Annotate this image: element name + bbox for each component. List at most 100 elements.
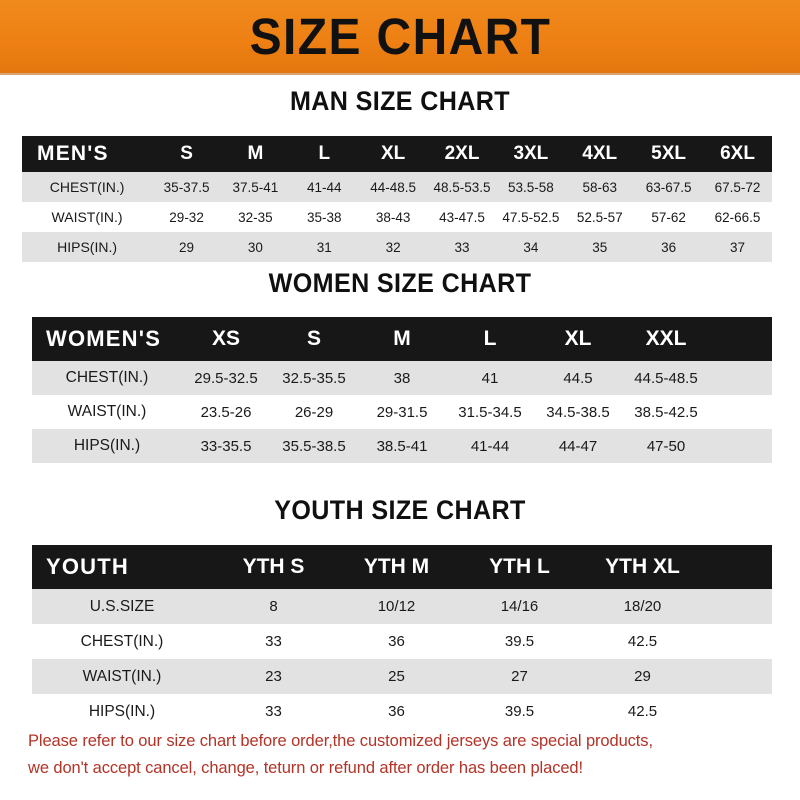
table-row: CHEST(IN.) 29.5-32.5 32.5-35.5 38 41 44.… — [32, 361, 772, 395]
column-header: L — [446, 317, 534, 361]
women-section-title: WOMEN SIZE CHART — [268, 268, 532, 298]
men-header-label: MEN'S — [22, 136, 153, 172]
table-row: WAIST(IN.) 23 25 27 29 — [32, 659, 772, 694]
cell: 41-44 — [446, 429, 534, 463]
cell: 25 — [335, 659, 458, 694]
column-header: M — [221, 136, 290, 172]
row-label: HIPS(IN.) — [32, 429, 182, 463]
table-row: WAIST(IN.) 29-32 32-35 35-38 38-43 43-47… — [22, 202, 772, 232]
column-header: YTH S — [212, 545, 335, 589]
cell: 39.5 — [458, 694, 581, 729]
cell: 23 — [212, 659, 335, 694]
cell-spacer — [710, 395, 772, 429]
table-row: HIPS(IN.) 33-35.5 35.5-38.5 38.5-41 41-4… — [32, 429, 772, 463]
cell: 32.5-35.5 — [270, 361, 358, 395]
row-label: CHEST(IN.) — [32, 624, 212, 659]
cell: 8 — [212, 589, 335, 624]
row-label: HIPS(IN.) — [32, 694, 212, 729]
cell: 42.5 — [581, 624, 704, 659]
cell: 37.5-41 — [221, 172, 290, 202]
column-header: XS — [182, 317, 270, 361]
column-header: XXL — [622, 317, 710, 361]
cell: 38.5-41 — [358, 429, 446, 463]
cell: 26-29 — [270, 395, 358, 429]
youth-size-table: YOUTH YTH S YTH M YTH L YTH XL U.S.SIZE … — [32, 545, 772, 729]
cell-spacer — [704, 659, 772, 694]
column-spacer — [704, 545, 772, 589]
cell: 27 — [458, 659, 581, 694]
cell: 41 — [446, 361, 534, 395]
cell: 30 — [221, 232, 290, 262]
banner-divider — [0, 73, 800, 75]
column-header: XL — [358, 136, 428, 172]
column-spacer — [710, 317, 772, 361]
banner: SIZE CHART — [0, 0, 800, 73]
cell: 36 — [335, 694, 458, 729]
cell: 52.5-57 — [565, 202, 635, 232]
cell: 32 — [358, 232, 428, 262]
row-label: WAIST(IN.) — [22, 202, 153, 232]
cell: 48.5-53.5 — [427, 172, 497, 202]
cell: 29 — [581, 659, 704, 694]
table-row: HIPS(IN.) 29 30 31 32 33 34 35 36 37 — [22, 232, 772, 262]
cell: 33 — [427, 232, 497, 262]
cell: 41-44 — [289, 172, 359, 202]
cell: 44-48.5 — [358, 172, 428, 202]
order-notice-line-1: Please refer to our size chart before or… — [28, 732, 653, 750]
cell: 18/20 — [581, 589, 704, 624]
row-label: CHEST(IN.) — [22, 172, 153, 202]
cell: 62-66.5 — [703, 202, 772, 232]
cell: 58-63 — [565, 172, 635, 202]
cell-spacer — [710, 361, 772, 395]
cell: 31.5-34.5 — [446, 395, 534, 429]
cell: 67.5-72 — [703, 172, 772, 202]
column-header: 4XL — [565, 136, 635, 172]
table-header-row: WOMEN'S XS S M L XL XXL — [32, 317, 772, 361]
cell: 29-32 — [152, 202, 221, 232]
order-notice-line-2: we don't accept cancel, change, teturn o… — [28, 758, 583, 777]
cell: 35 — [565, 232, 635, 262]
cell: 38-43 — [358, 202, 428, 232]
cell: 34 — [496, 232, 566, 262]
cell: 63-67.5 — [634, 172, 704, 202]
page-title: SIZE CHART — [249, 8, 551, 65]
cell: 44.5-48.5 — [622, 361, 710, 395]
cell: 29.5-32.5 — [182, 361, 270, 395]
column-header: XL — [534, 317, 622, 361]
cell: 29 — [152, 232, 221, 262]
column-header: L — [289, 136, 359, 172]
cell-spacer — [704, 694, 772, 729]
cell: 53.5-58 — [496, 172, 566, 202]
cell: 32-35 — [221, 202, 290, 232]
cell: 37 — [703, 232, 772, 262]
table-row: CHEST(IN.) 33 36 39.5 42.5 — [32, 624, 772, 659]
cell: 34.5-38.5 — [534, 395, 622, 429]
cell: 44.5 — [534, 361, 622, 395]
table-row: CHEST(IN.) 35-37.5 37.5-41 41-44 44-48.5… — [22, 172, 772, 202]
column-header: YTH M — [335, 545, 458, 589]
column-header: 3XL — [496, 136, 566, 172]
table-row: U.S.SIZE 8 10/12 14/16 18/20 — [32, 589, 772, 624]
column-header: 6XL — [703, 136, 772, 172]
cell: 36 — [335, 624, 458, 659]
row-label: WAIST(IN.) — [32, 659, 212, 694]
table-header-row: MEN'S S M L XL 2XL 3XL 4XL 5XL 6XL — [22, 136, 772, 172]
youth-section-title: YOUTH SIZE CHART — [274, 495, 526, 525]
order-notice: Please refer to our size chart before or… — [28, 728, 776, 781]
cell: 14/16 — [458, 589, 581, 624]
cell: 31 — [289, 232, 359, 262]
cell: 39.5 — [458, 624, 581, 659]
cell: 23.5-26 — [182, 395, 270, 429]
cell: 47.5-52.5 — [496, 202, 566, 232]
cell: 10/12 — [335, 589, 458, 624]
cell: 35.5-38.5 — [270, 429, 358, 463]
cell-spacer — [704, 624, 772, 659]
women-header-label: WOMEN'S — [32, 317, 182, 361]
cell: 29-31.5 — [358, 395, 446, 429]
men-size-table: MEN'S S M L XL 2XL 3XL 4XL 5XL 6XL CHEST… — [22, 136, 772, 262]
cell: 57-62 — [634, 202, 704, 232]
row-label: HIPS(IN.) — [22, 232, 153, 262]
cell: 38 — [358, 361, 446, 395]
cell: 33 — [212, 694, 335, 729]
